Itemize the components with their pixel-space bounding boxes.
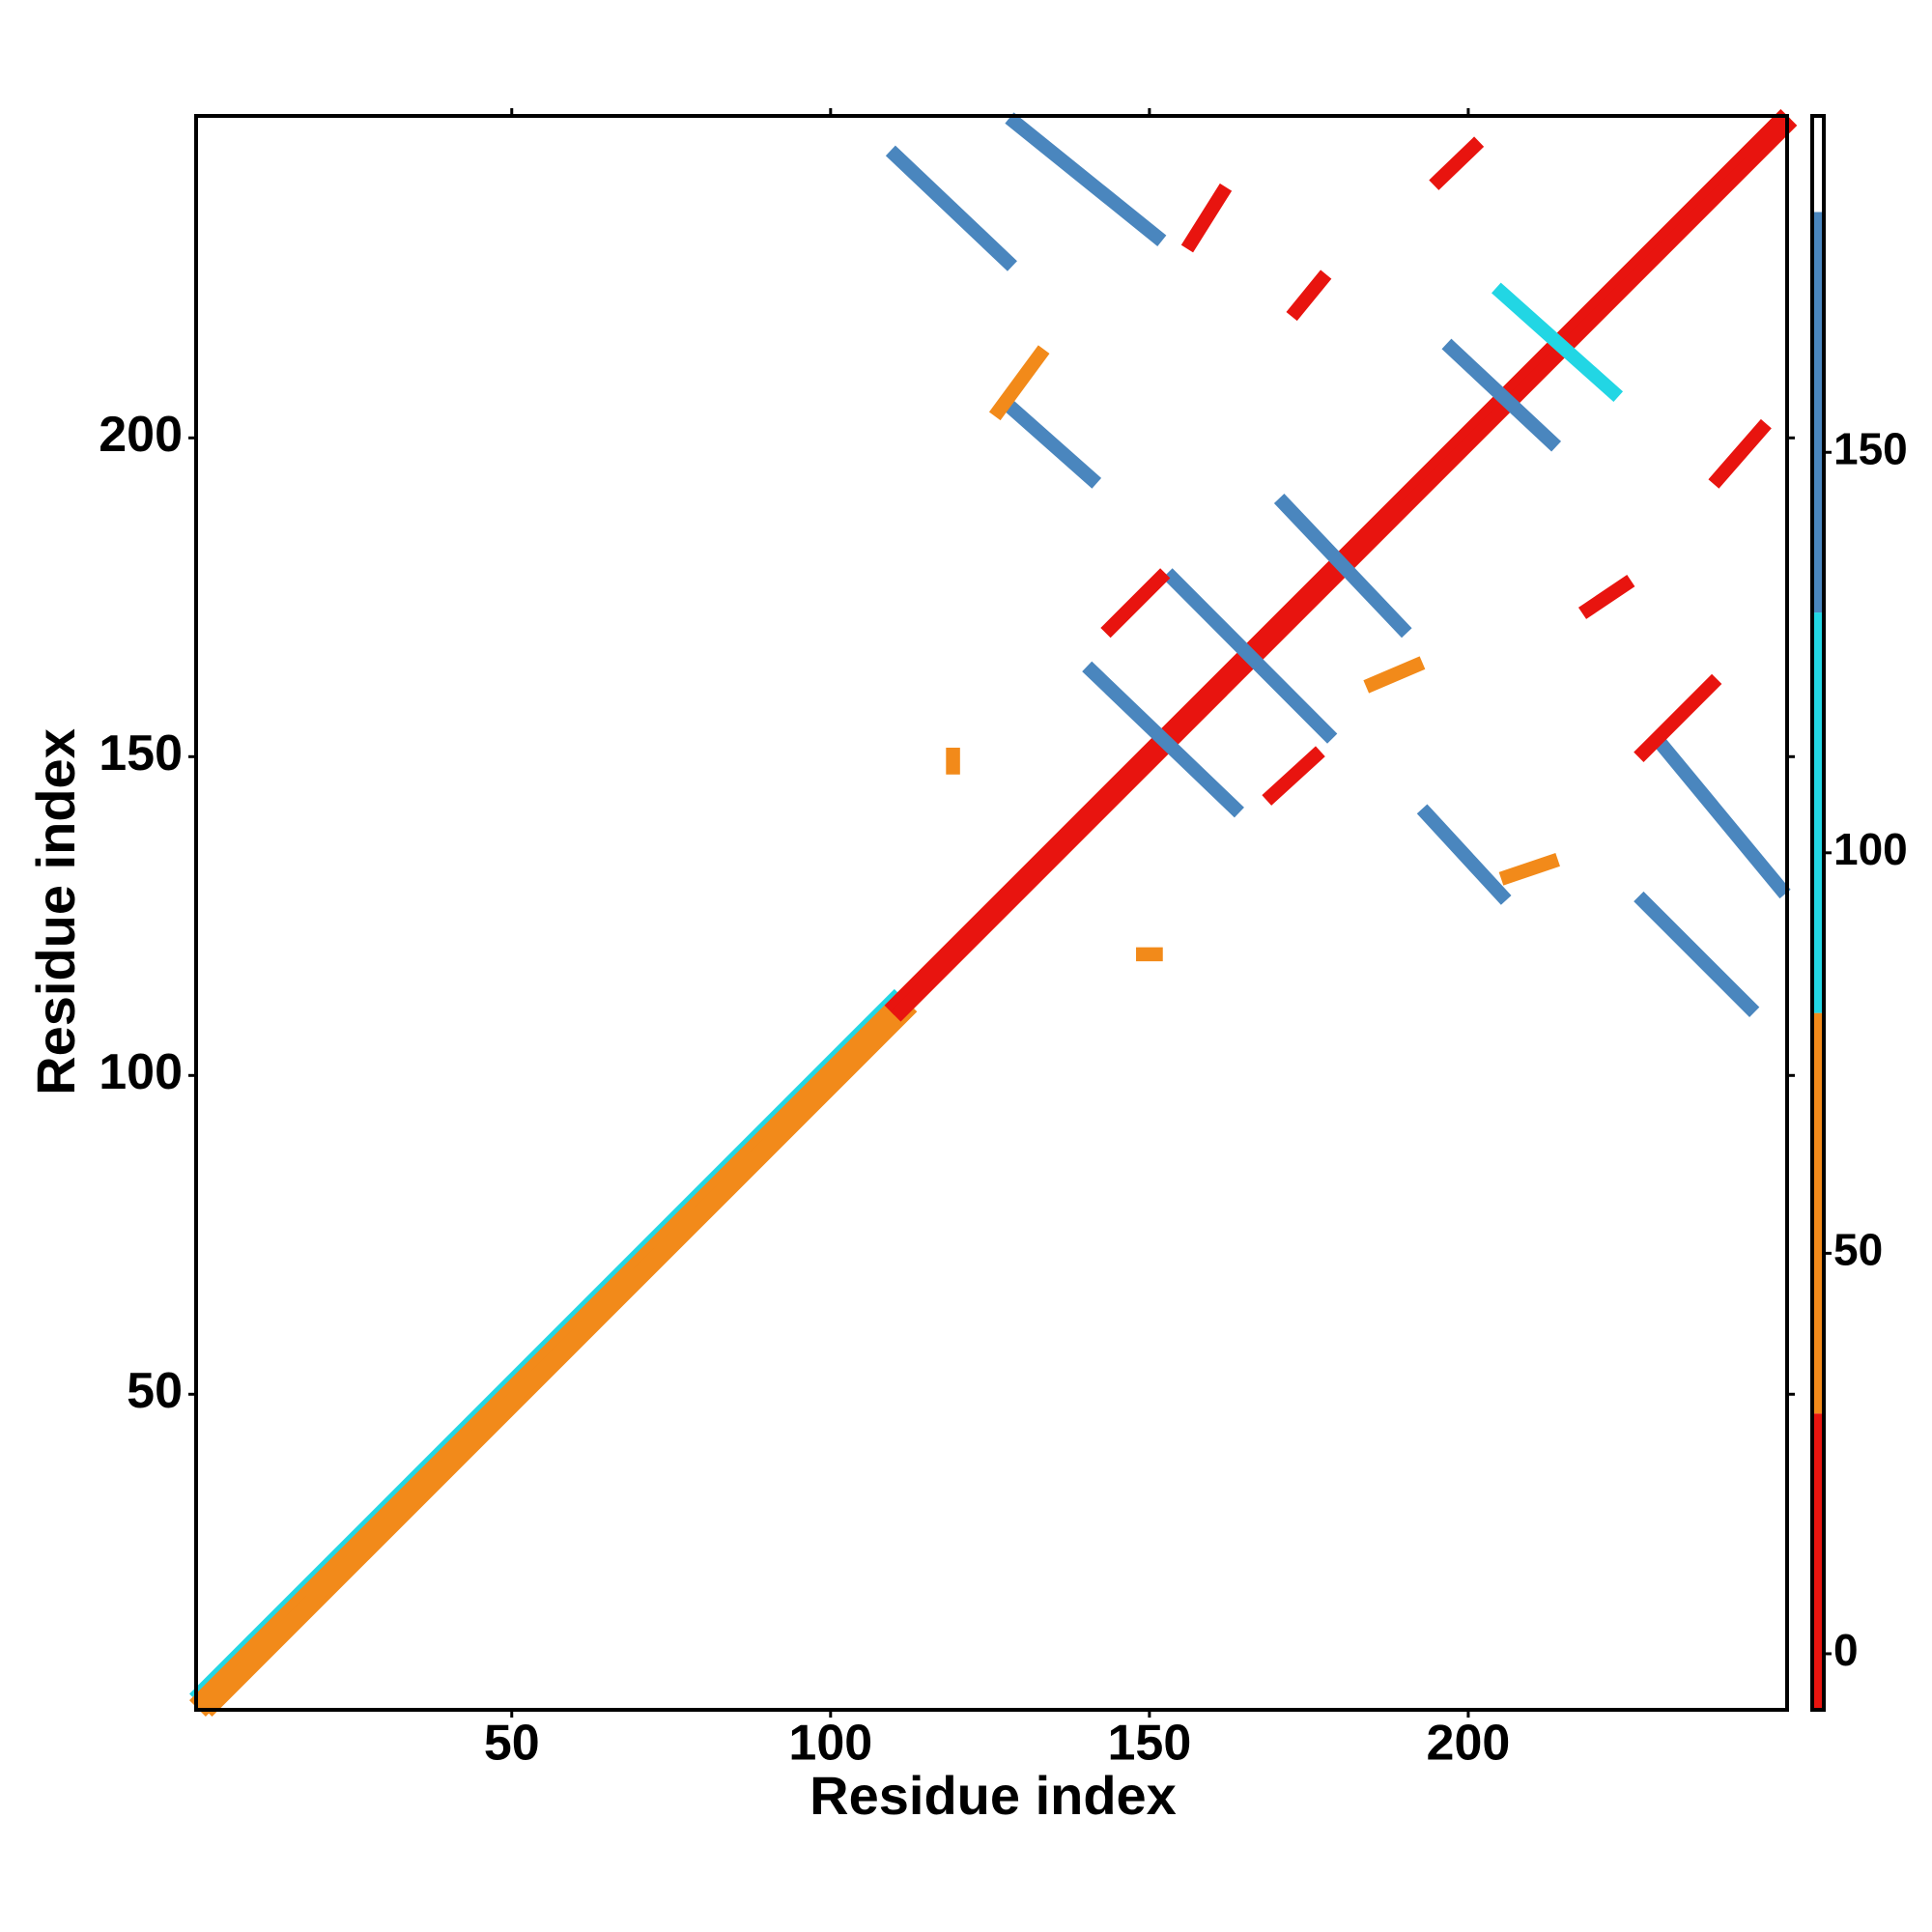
contact-segment [1429, 136, 1485, 190]
colorbar-tick-label: 0 [1833, 1625, 1859, 1675]
colorbar-bin [1812, 1012, 1824, 1414]
x-tick-label: 100 [788, 1716, 872, 1772]
contact-segment [1653, 735, 1791, 899]
contact-segment [1100, 568, 1171, 639]
colorbar-bin [1812, 612, 1824, 1013]
y-tick-label: 100 [99, 1044, 183, 1100]
y-tick-label: 150 [99, 725, 183, 781]
contact-segment [1082, 661, 1244, 818]
y-axis-title: Residue index [25, 728, 86, 1095]
x-tick-label: 200 [1427, 1716, 1511, 1772]
y-tick-label: 50 [127, 1363, 183, 1419]
contact-segment [1498, 852, 1560, 886]
colorbar-frame [1810, 114, 1826, 1712]
contact-segment [1286, 270, 1332, 322]
colorbar-bin [1812, 212, 1824, 613]
contact-segment [1180, 183, 1233, 253]
y-tick-label: 200 [99, 407, 183, 463]
x-tick-label: 50 [484, 1716, 540, 1772]
plot-frame [194, 114, 1789, 1712]
contact-segment [1262, 746, 1325, 806]
colorbar-tick-label: 150 [1833, 423, 1908, 473]
contact-segment [1577, 575, 1635, 619]
colorbar-bin [1812, 1413, 1824, 1710]
colorbar-tick-label: 100 [1833, 824, 1908, 874]
contact-segment [1162, 568, 1338, 744]
x-tick-label: 150 [1107, 1716, 1191, 1772]
x-axis-title: Residue index [810, 1765, 1177, 1826]
contact-segment [1492, 282, 1624, 403]
contact-segment [988, 345, 1050, 421]
contact-segment [1363, 656, 1426, 694]
contact-segment [885, 145, 1017, 271]
colorbar-tick-label: 50 [1833, 1225, 1883, 1275]
contact-segment [1273, 494, 1412, 639]
contact-segment [1634, 891, 1760, 1017]
colorbar-bin [1812, 116, 1824, 213]
contact-segment [997, 394, 1102, 489]
contact-segment [1708, 418, 1772, 489]
contact-segment [1416, 804, 1512, 905]
contact-segment [1005, 112, 1167, 246]
contact-segment [1441, 338, 1562, 452]
contact-segment [1634, 673, 1722, 762]
